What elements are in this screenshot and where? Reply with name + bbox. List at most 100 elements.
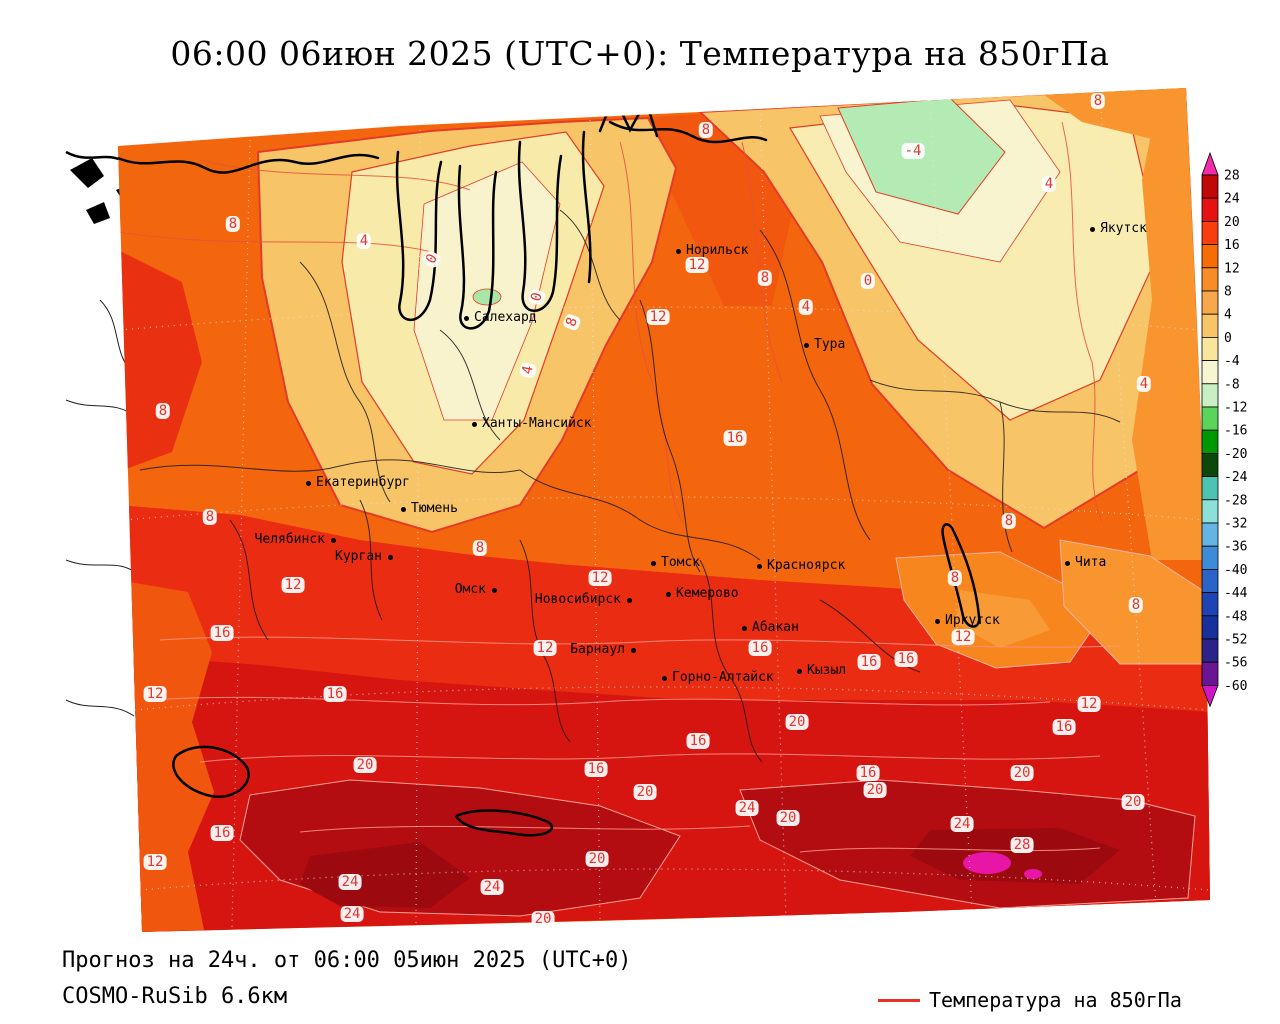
contour-label: 12	[533, 640, 557, 656]
contour-label: 16	[210, 625, 234, 641]
city-label: Горно-Алтайск	[672, 670, 774, 685]
forecast-info: Прогноз на 24ч. от 06:00 05июн 2025 (UTC…	[62, 948, 632, 973]
contour-label: 4	[1041, 176, 1057, 192]
svg-text:8: 8	[1224, 285, 1232, 300]
city-dot-icon	[804, 343, 809, 348]
svg-text:-56: -56	[1224, 656, 1247, 671]
contour-label: 12	[143, 686, 167, 702]
contour-label: 16	[1052, 719, 1076, 735]
svg-text:-44: -44	[1224, 586, 1248, 601]
city-dot-icon	[472, 422, 477, 427]
city-label: Новосибирск	[534, 592, 621, 607]
svg-text:-32: -32	[1224, 517, 1247, 532]
city-dot-icon	[464, 316, 469, 321]
contour-label: 24	[338, 874, 362, 890]
svg-text:-52: -52	[1224, 633, 1247, 648]
svg-text:-48: -48	[1224, 609, 1247, 624]
model-info: COSMO-RuSib 6.6км	[62, 984, 288, 1009]
temperature-field	[118, 88, 1210, 932]
city-dot-icon	[757, 564, 762, 569]
contour-label: -4	[901, 143, 925, 159]
city-label: Красноярск	[767, 558, 846, 573]
contour-label: 12	[1077, 696, 1101, 712]
contour-label: 16	[686, 733, 710, 749]
svg-text:12: 12	[1224, 261, 1240, 276]
contour-label: 20	[1121, 794, 1145, 810]
contour-label: 8	[562, 312, 582, 332]
contour-label: 4	[356, 233, 372, 249]
svg-text:20: 20	[1224, 215, 1240, 230]
svg-text:-60: -60	[1224, 679, 1247, 694]
city-label: Тура	[814, 337, 846, 352]
contour-label: 8	[1001, 513, 1017, 529]
svg-text:-16: -16	[1224, 424, 1247, 439]
contour-label: 0	[527, 287, 547, 307]
contour-label: 20	[785, 714, 809, 730]
contour-label: 24	[735, 800, 759, 816]
contour-label: 0	[860, 273, 876, 289]
city-label: Якутск	[1100, 221, 1147, 236]
svg-text:24: 24	[1224, 192, 1240, 207]
city-dot-icon	[651, 561, 656, 566]
city-label: Чита	[1075, 555, 1107, 570]
contour-label: 12	[646, 309, 670, 325]
city-dot-icon	[627, 598, 632, 603]
map-legend: Температура на 850гПа	[878, 988, 1182, 1012]
lake-outlines	[172, 523, 981, 837]
contour-label: 8	[698, 122, 714, 138]
city-label: Иркутск	[945, 613, 1000, 628]
contour-label: 12	[951, 629, 975, 645]
city-label: Екатеринбург	[316, 475, 410, 490]
contour-label: 20	[353, 757, 377, 773]
contour-label: 16	[856, 765, 880, 781]
city-label: Томск	[661, 555, 701, 570]
city-label: Ханты-Мансийск	[482, 416, 592, 431]
contour-label: 16	[723, 430, 747, 446]
contour-label: 20	[776, 810, 800, 826]
contour-label: 24	[340, 906, 364, 922]
city-dot-icon	[676, 249, 681, 254]
city-dot-icon	[306, 481, 311, 486]
city-label: Салехард	[474, 310, 537, 325]
svg-text:-20: -20	[1224, 447, 1247, 462]
temperature-line-icon	[878, 998, 920, 1002]
city-label: Барнаул	[570, 642, 625, 657]
coastline	[118, 92, 768, 330]
contour-label: 16	[748, 640, 772, 656]
contour-label: 4	[1136, 376, 1152, 392]
contour-label: 8	[1128, 597, 1144, 613]
contour-label: 16	[210, 825, 234, 841]
contour-label: 16	[894, 651, 918, 667]
contour-label: 12	[143, 854, 167, 870]
city-label: Тюмень	[411, 501, 458, 516]
contour-label: 4	[798, 299, 814, 315]
contour-label: 8	[947, 570, 963, 586]
contour-label: 20	[531, 911, 555, 927]
svg-text:-4: -4	[1224, 354, 1240, 369]
city-dot-icon	[742, 626, 747, 631]
contour-label: 16	[857, 654, 881, 670]
contour-label: 8	[225, 216, 241, 232]
contour-label: 20	[585, 851, 609, 867]
city-dot-icon	[1090, 227, 1095, 232]
map-title: 06:00 06июн 2025 (UTC+0): Температура на…	[170, 34, 1110, 73]
city-dot-icon	[666, 592, 671, 597]
contour-label: 20	[633, 784, 657, 800]
city-dot-icon	[401, 507, 406, 512]
svg-text:-40: -40	[1224, 563, 1247, 578]
contour-label: 24	[480, 879, 504, 895]
contour-label: 8	[472, 540, 488, 556]
contour-label: 8	[757, 270, 773, 286]
contour-label: 12	[588, 570, 612, 586]
city-dot-icon	[631, 648, 636, 653]
city-dot-icon	[492, 588, 497, 593]
city-label: Курган	[335, 549, 382, 564]
contour-label: 12	[685, 257, 709, 273]
city-label: Кемерово	[676, 586, 739, 601]
city-label: Кызыл	[807, 663, 847, 678]
contour-label: 12	[281, 577, 305, 593]
svg-text:4: 4	[1224, 308, 1232, 323]
legend-label: Температура на 850гПа	[929, 988, 1182, 1012]
city-label: Омск	[454, 582, 486, 597]
